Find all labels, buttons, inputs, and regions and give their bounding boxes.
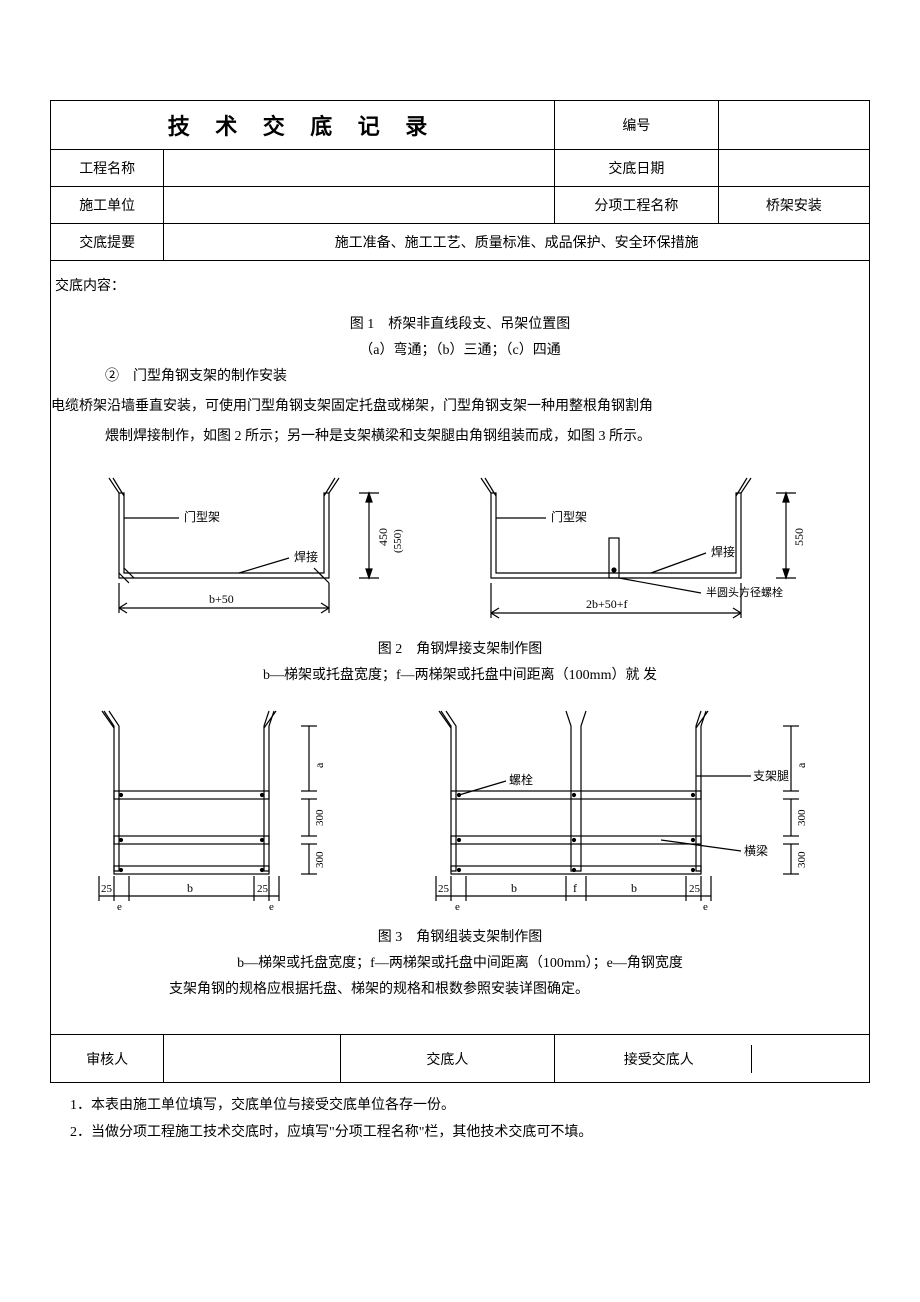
fig3-left-svg: a 300 300 25 25 b e e <box>69 696 389 916</box>
fig3l-dim-300a: 300 <box>314 809 326 826</box>
fig3r-beam-label: 横梁 <box>744 843 768 858</box>
fig3-row: a 300 300 25 25 b e e <box>69 696 851 916</box>
fig3r-b2: b <box>631 881 637 895</box>
project-name-value <box>164 150 555 187</box>
fig3r-bolt-label: 螺栓 <box>509 772 533 787</box>
fig1-caption: 图 1 桥架非直线段支、吊架位置图 <box>69 313 851 333</box>
item2-title: ② 门型角钢支架的制作安装 <box>105 365 851 389</box>
fig2l-frame-label: 门型架 <box>184 509 220 524</box>
doc-title: 技 术 交 底 记 录 <box>51 101 555 150</box>
bianhao-value <box>718 101 869 150</box>
summary-value: 施工准备、施工工艺、质量标准、成品保护、安全环保措施 <box>164 224 870 261</box>
receiver-label: 接受交底人 <box>567 1045 752 1073</box>
fig2-row: 门型架 焊接 450 (550) b+50 <box>69 458 851 628</box>
fig3-right-svg: 螺栓 支架腿 横梁 a 300 300 25 25 b f b e <box>411 696 851 916</box>
summary-label: 交底提要 <box>51 224 164 261</box>
fig2-left: 门型架 焊接 450 (550) b+50 <box>69 458 439 628</box>
fig2r-dim-w: 2b+50+f <box>586 597 628 611</box>
fig3l-e2: e <box>269 901 274 913</box>
fig2l-dim-h2: (550) <box>392 529 404 553</box>
project-name-label: 工程名称 <box>51 150 164 187</box>
fig3r-25b: 25 <box>689 883 701 895</box>
reviewer-label: 审核人 <box>51 1035 164 1083</box>
fig3l-e1: e <box>117 901 122 913</box>
unit-label: 施工单位 <box>51 187 164 224</box>
fig3-left: a 300 300 25 25 b e e <box>69 696 389 916</box>
fig3r-b1: b <box>511 881 517 895</box>
fig3l-b: b <box>187 881 193 895</box>
subproject-value: 桥架安装 <box>718 187 869 224</box>
receiver-value <box>752 1045 857 1073</box>
fig3r-e2: e <box>703 901 708 913</box>
note2: 2．当做分项工程施工技术交底时，应填写"分项工程名称"栏，其他技术交底可不填。 <box>70 1120 870 1147</box>
unit-value <box>164 187 555 224</box>
note1: 1．本表由施工单位填写，交底单位与接受交底单位各存一份。 <box>70 1093 870 1120</box>
content-label: 交底内容： <box>55 275 851 295</box>
fig3-caption: 图 3 角钢组装支架制作图 <box>69 926 851 946</box>
fig2l-weld-label: 焊接 <box>294 549 318 564</box>
reviewer-value <box>164 1035 340 1083</box>
fig2-right: 门型架 焊接 半圆头方径螺栓 550 2b+50+f <box>451 458 851 628</box>
bianhao-label: 编号 <box>554 101 718 150</box>
discloser-label: 交底人 <box>417 1049 477 1069</box>
date-label: 交底日期 <box>554 150 718 187</box>
para1b: 煨制焊接制作，如图 2 所示；另一种是支架横梁和支架腿由角钢组装而成，如图 3 … <box>105 425 851 449</box>
para1: 电缆桥架沿墙垂直安装，可使用门型角钢支架固定托盘或梯架，门型角钢支架一种用整根角… <box>51 395 851 419</box>
fig2r-dim-h: 550 <box>792 528 806 546</box>
content-cell: 交底内容： 图 1 桥架非直线段支、吊架位置图 （a）弯通；（b）三通；（c）四… <box>51 261 870 1035</box>
fig3r-300b: 300 <box>796 851 808 868</box>
fig2-subcaption: b—梯架或托盘宽度；f—两梯架或托盘中间距离（100mm）就 发 <box>69 664 851 684</box>
fig2-right-svg: 门型架 焊接 半圆头方径螺栓 550 2b+50+f <box>451 458 851 628</box>
fig3l-dim-300b: 300 <box>314 851 326 868</box>
fig3r-300a: 300 <box>796 809 808 826</box>
fig3r-f: f <box>573 881 577 895</box>
fig3-sub2: 支架角钢的规格应根据托盘、梯架的规格和根数参照安装详图确定。 <box>169 978 851 998</box>
notes: 1．本表由施工单位填写，交底单位与接受交底单位各存一份。 2．当做分项工程施工技… <box>50 1093 870 1146</box>
record-table: 技 术 交 底 记 录 编号 工程名称 交底日期 施工单位 分项工程名称 桥架安… <box>50 100 870 1083</box>
fig3r-e1: e <box>455 901 460 913</box>
fig3r-dim-a: a <box>794 762 808 768</box>
fig3-right: 螺栓 支架腿 横梁 a 300 300 25 25 b f b e <box>411 696 851 916</box>
fig2-caption: 图 2 角钢焊接支架制作图 <box>69 638 851 658</box>
fig3-sub1: b—梯架或托盘宽度；f—两梯架或托盘中间距离（100mm）；e—角钢宽度 <box>69 952 851 972</box>
fig3l-25b: 25 <box>257 883 269 895</box>
date-value <box>718 150 869 187</box>
fig3l-25a: 25 <box>101 883 113 895</box>
fig3l-dim-a: a <box>312 762 326 768</box>
subproject-label: 分项工程名称 <box>554 187 718 224</box>
fig2-left-svg: 门型架 焊接 450 (550) b+50 <box>69 458 439 628</box>
fig1-subcaption: （a）弯通；（b）三通；（c）四通 <box>69 339 851 359</box>
fig2r-weld-label: 焊接 <box>711 544 735 559</box>
fig2r-bolt-label: 半圆头方径螺栓 <box>706 585 783 599</box>
fig2l-dim-w: b+50 <box>209 592 234 606</box>
fig3r-25a: 25 <box>438 883 450 895</box>
fig2l-dim-h1: 450 <box>376 528 390 546</box>
fig3r-leg-label: 支架腿 <box>753 769 789 783</box>
fig2r-frame-label: 门型架 <box>551 509 587 524</box>
